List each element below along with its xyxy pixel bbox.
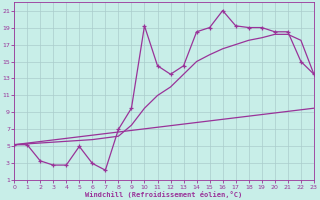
X-axis label: Windchill (Refroidissement éolien,°C): Windchill (Refroidissement éolien,°C) <box>85 191 243 198</box>
